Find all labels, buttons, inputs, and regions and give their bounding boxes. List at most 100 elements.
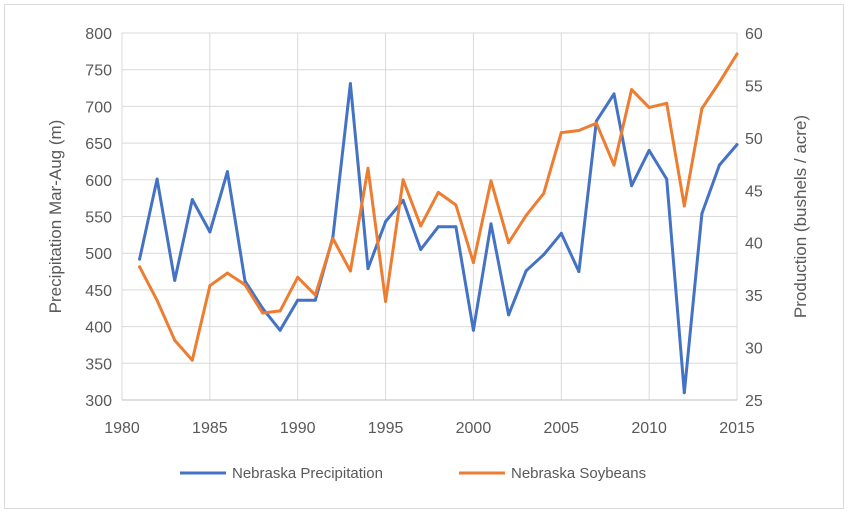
data-point-0 (542, 253, 546, 257)
data-point-1 (173, 338, 177, 342)
x-tick-label: 2000 (456, 420, 492, 437)
data-point-1 (331, 237, 335, 241)
data-point-0 (665, 177, 669, 181)
y-tick-label-right: 40 (745, 236, 763, 253)
data-point-1 (630, 88, 634, 92)
x-tick-label: 2010 (631, 420, 667, 437)
series-line-0 (138, 82, 739, 395)
data-point-0 (384, 220, 388, 224)
y-tick-label-left: 650 (85, 136, 112, 153)
data-point-0 (507, 313, 511, 317)
data-point-1 (366, 166, 370, 170)
data-point-0 (296, 298, 300, 302)
data-point-0 (278, 328, 282, 332)
tick-labels: 300 350 400 450 500 550 600 650 700 750 800 1980 198… (85, 26, 763, 437)
data-point-0 (630, 184, 634, 188)
data-point-0 (348, 82, 352, 86)
x-tick-label: 1995 (368, 420, 404, 437)
data-point-1 (735, 52, 739, 56)
data-point-1 (401, 178, 405, 182)
y-tick-label-right: 45 (745, 183, 763, 200)
data-point-0 (138, 257, 142, 261)
x-tick-label: 1985 (192, 420, 228, 437)
y-tick-label-left: 800 (85, 26, 112, 43)
y-tick-label-left: 750 (85, 63, 112, 80)
data-point-0 (454, 225, 458, 229)
data-point-1 (155, 298, 159, 302)
data-point-0 (682, 391, 686, 395)
data-point-1 (647, 105, 651, 109)
data-point-0 (489, 222, 493, 226)
y-tick-label-left: 350 (85, 356, 112, 373)
data-point-1 (471, 261, 475, 265)
y-tick-label-right: 30 (745, 341, 763, 358)
data-point-1 (225, 271, 229, 275)
y-tick-label-left: 550 (85, 210, 112, 227)
x-tick-label: 2005 (543, 420, 579, 437)
series-line-1 (138, 52, 739, 362)
data-point-0 (436, 225, 440, 229)
data-point-1 (348, 269, 352, 273)
x-tick-label: 1990 (280, 420, 316, 437)
data-point-1 (138, 265, 142, 269)
y-tick-label-right: 35 (745, 288, 763, 305)
data-point-0 (594, 119, 598, 123)
data-point-1 (208, 284, 212, 288)
data-point-1 (436, 190, 440, 194)
data-point-0 (208, 230, 212, 234)
data-point-0 (700, 212, 704, 216)
data-point-1 (190, 358, 194, 362)
data-point-0 (717, 163, 721, 167)
data-point-0 (401, 198, 405, 202)
y-axis-title-left: Precipitation Mar-Aug (m) (46, 120, 65, 314)
x-tick-label: 1980 (104, 420, 140, 437)
series-0 (138, 82, 739, 395)
data-point-1 (507, 241, 511, 245)
data-point-1 (682, 204, 686, 208)
y-tick-label-left: 400 (85, 320, 112, 337)
data-point-0 (612, 92, 616, 96)
data-point-1 (243, 283, 247, 287)
y-tick-label-left: 500 (85, 246, 112, 263)
data-point-1 (577, 129, 581, 133)
data-point-0 (243, 279, 247, 283)
data-point-1 (665, 101, 669, 105)
data-point-1 (261, 311, 265, 315)
data-point-1 (594, 121, 598, 125)
data-point-1 (278, 309, 282, 313)
legend: Nebraska Precipitation Nebraska Soybeans (180, 465, 646, 482)
data-point-0 (173, 278, 177, 282)
y-tick-label-left: 450 (85, 283, 112, 300)
data-point-0 (190, 198, 194, 202)
data-point-0 (225, 170, 229, 174)
data-point-1 (313, 293, 317, 297)
chart-frame (4, 4, 844, 509)
y-tick-label-right: 60 (745, 26, 763, 43)
data-point-1 (384, 299, 388, 303)
data-point-0 (366, 267, 370, 271)
data-point-0 (471, 328, 475, 332)
y-tick-label-left: 300 (85, 393, 112, 410)
data-point-0 (155, 177, 159, 181)
data-point-0 (647, 148, 651, 152)
data-point-1 (419, 224, 423, 228)
data-point-0 (577, 270, 581, 274)
legend-label-0: Nebraska Precipitation (232, 465, 383, 482)
data-point-1 (296, 275, 300, 279)
data-point-1 (700, 106, 704, 110)
data-point-1 (559, 131, 563, 135)
data-point-1 (454, 203, 458, 207)
y-tick-label-right: 55 (745, 78, 763, 95)
data-point-1 (542, 191, 546, 195)
data-point-0 (419, 248, 423, 252)
data-point-1 (489, 179, 493, 183)
y-tick-label-right: 50 (745, 131, 763, 148)
data-point-1 (612, 163, 616, 167)
y-tick-label-left: 600 (85, 173, 112, 190)
series-layer (138, 52, 739, 395)
y-tick-label-left: 700 (85, 99, 112, 116)
y-axis-title-right: Production (bushels / acre) (791, 115, 810, 318)
data-point-0 (559, 231, 563, 235)
data-point-0 (313, 298, 317, 302)
